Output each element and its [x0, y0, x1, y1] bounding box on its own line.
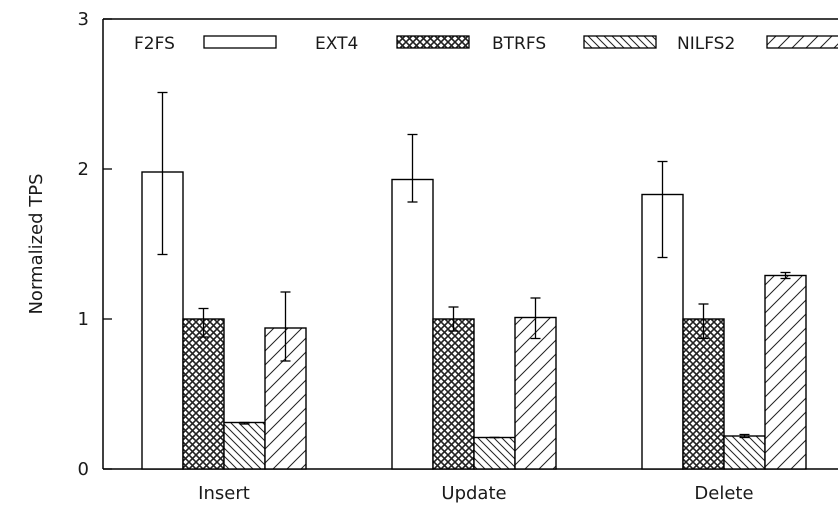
y-tick-label: 1 [78, 309, 89, 330]
bar [514, 316, 557, 470]
bar [223, 421, 266, 470]
bar [432, 318, 475, 470]
bar [682, 318, 725, 470]
legend-swatch [396, 35, 470, 49]
legend-label: F2FS [134, 34, 175, 54]
legend: F2FS EXT4 BTRFS NILFS2 [134, 34, 838, 54]
legend-swatch [203, 35, 277, 49]
y-tick-label: 3 [78, 9, 89, 30]
bar [723, 435, 766, 470]
legend-label: EXT4 [315, 34, 358, 54]
bar [182, 318, 225, 470]
bar [264, 327, 307, 470]
plot-area: 0 1 2 3 Insert Update Delete [78, 9, 838, 504]
bar [473, 436, 516, 470]
legend-label: NILFS2 [677, 34, 735, 54]
x-tick-label: Delete [694, 483, 753, 504]
y-tick-label: 0 [78, 459, 89, 480]
bar [391, 178, 434, 470]
y-tick-label: 2 [78, 159, 89, 180]
x-tick-label: Update [441, 483, 506, 504]
legend-label: BTRFS [492, 34, 546, 54]
legend-swatch [583, 35, 657, 49]
legend-swatch [766, 35, 838, 49]
y-axis-title: Normalized TPS [26, 173, 47, 314]
x-tick-label: Insert [198, 483, 250, 504]
bar [764, 274, 807, 470]
